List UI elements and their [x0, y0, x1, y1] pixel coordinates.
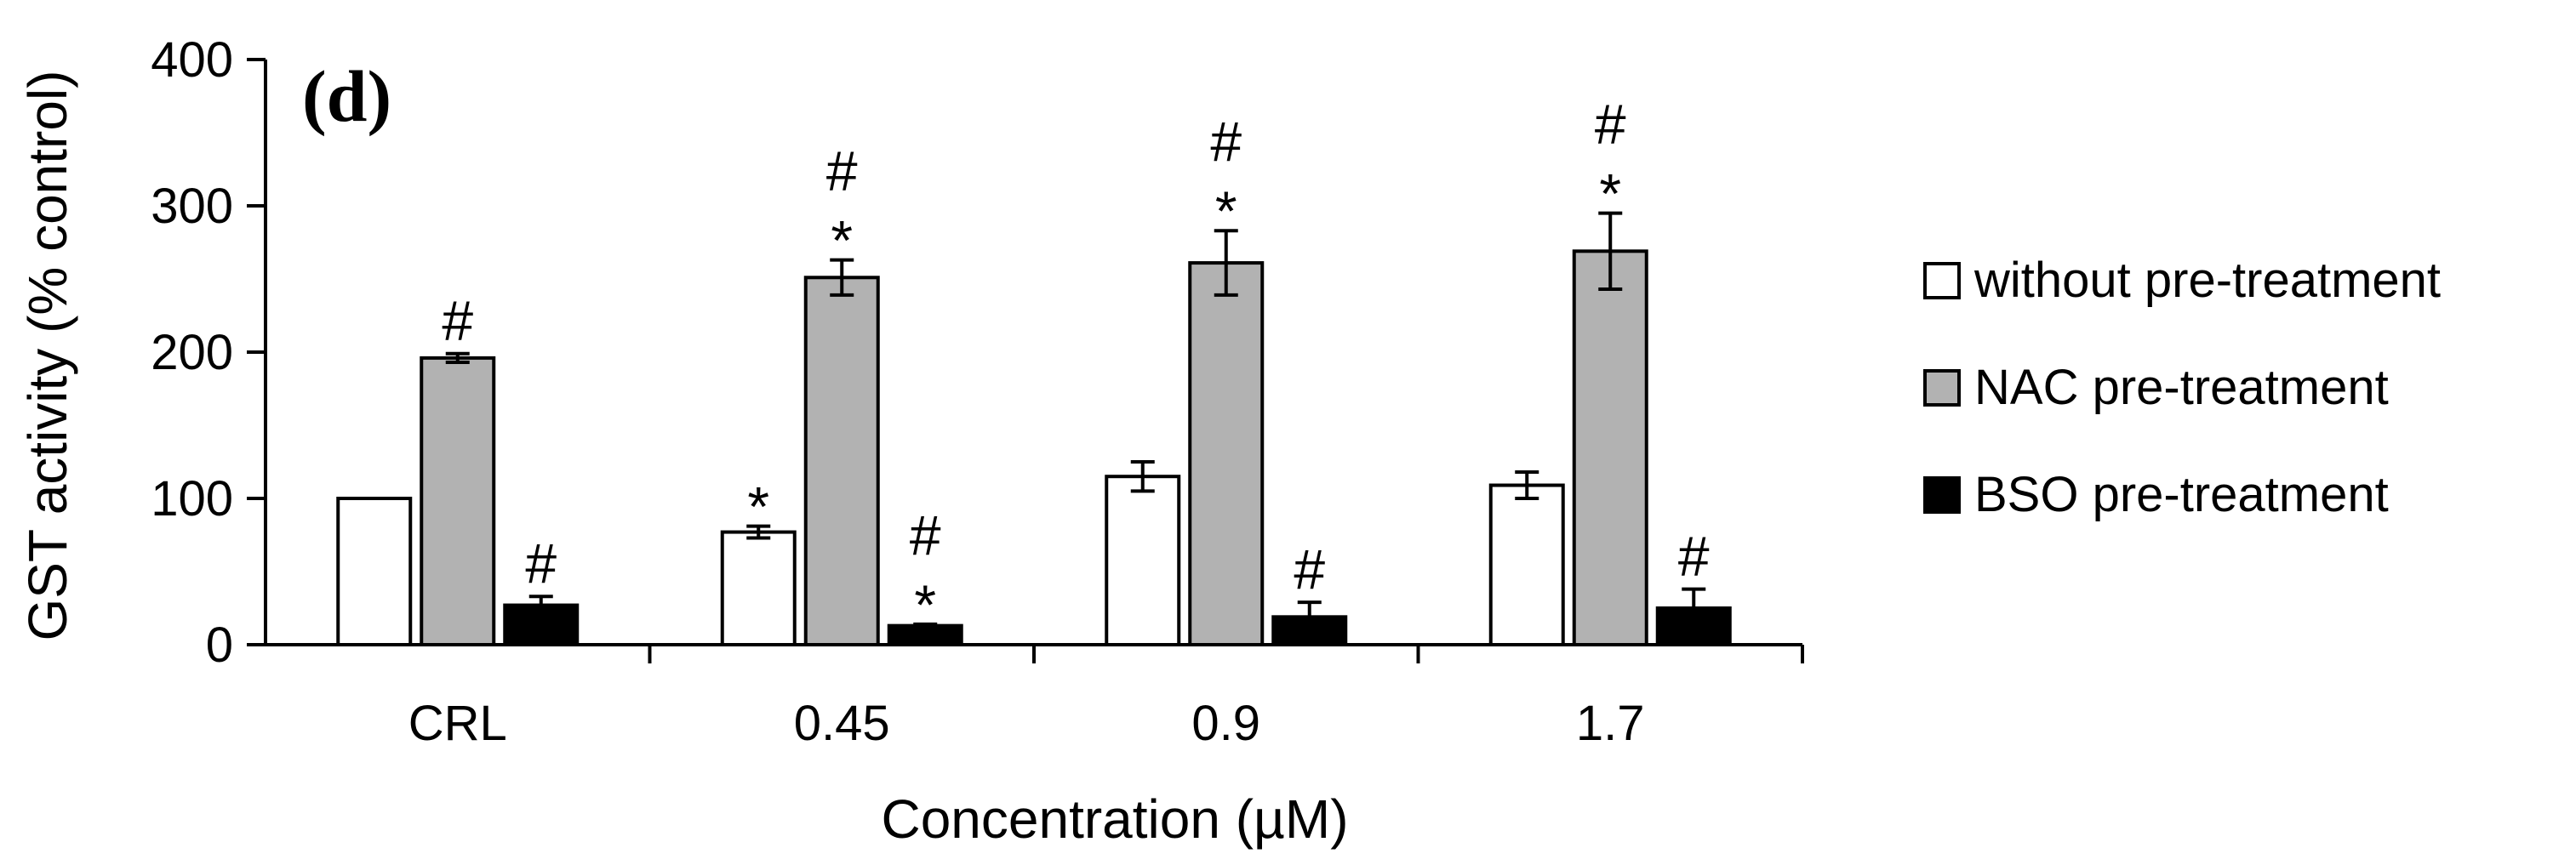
x-tick-label: 0.9	[1191, 696, 1260, 751]
y-tick-label: 200	[151, 325, 233, 380]
panel-label: (d)	[302, 55, 391, 137]
x-tick-label: CRL	[408, 696, 507, 751]
significance-hash: #	[910, 504, 941, 566]
bar-without-pre-treatment	[720, 530, 797, 646]
legend-label: without pre-treatment	[1973, 253, 2441, 308]
legend: without pre-treatment NAC pre-treatment BS…	[1923, 253, 2441, 522]
legend-swatch	[1923, 262, 1961, 299]
significance-asterisk: *	[747, 475, 769, 538]
significance-hash: #	[1294, 538, 1325, 600]
x-tick-label: 1.7	[1576, 696, 1645, 751]
legend-swatch	[1923, 476, 1961, 514]
significance-hash: #	[1210, 110, 1242, 173]
legend-swatch	[1923, 369, 1961, 407]
significance-asterisk: *	[1599, 162, 1621, 225]
y-tick-label: 0	[206, 617, 233, 673]
bar-nac-pre-treatment	[1188, 261, 1265, 646]
bar-without-pre-treatment	[1105, 475, 1181, 647]
significance-asterisk: *	[914, 573, 936, 636]
y-tick-label: 400	[151, 32, 233, 88]
bar-nac-pre-treatment	[803, 276, 880, 646]
significance-hash: #	[525, 532, 557, 595]
significance-hash: #	[826, 139, 858, 202]
bar-nac-pre-treatment	[1572, 249, 1648, 646]
legend-label: NAC pre-treatment	[1974, 360, 2389, 415]
y-tick-label: 300	[151, 179, 233, 234]
legend-label: BSO pre-treatment	[1974, 467, 2389, 522]
y-tick-label: 100	[151, 471, 233, 526]
bar-without-pre-treatment	[1488, 483, 1565, 647]
y-axis-title: GST activity (% control)	[17, 71, 78, 641]
bar-without-pre-treatment	[336, 497, 413, 646]
x-tick-label: 0.45	[794, 696, 890, 751]
significance-hash: #	[442, 289, 473, 352]
bar-nac-pre-treatment	[420, 356, 496, 646]
significance-asterisk: *	[831, 209, 853, 272]
x-axis-title: Concentration (µM)	[881, 788, 1348, 850]
significance-hash: #	[1678, 525, 1710, 588]
significance-hash: #	[1595, 93, 1626, 156]
significance-asterisk: *	[1215, 179, 1237, 242]
